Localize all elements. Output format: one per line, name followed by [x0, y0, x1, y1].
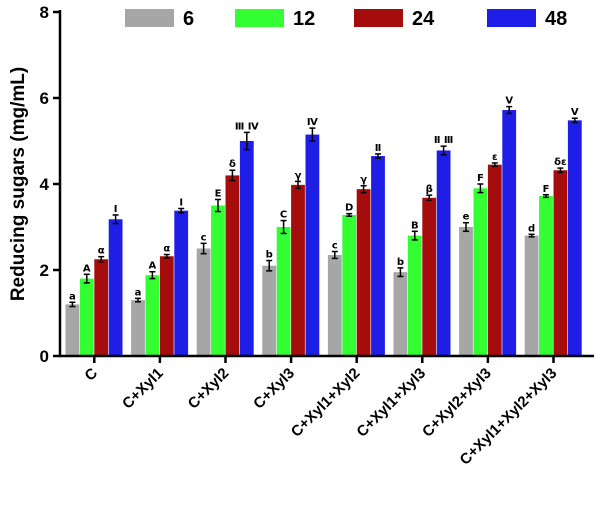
legend-swatch-6: [125, 9, 174, 27]
bar-24-3: [291, 184, 305, 356]
x-tick-label: C: [81, 365, 101, 385]
bar-24-2: [225, 175, 240, 356]
bar-48-1: [174, 210, 189, 356]
significance-label: ε: [492, 152, 498, 163]
significance-label: α: [98, 246, 105, 257]
bar-6-4: [327, 254, 342, 356]
legend-swatch-48: [487, 9, 536, 27]
bar-24-5: [422, 197, 437, 356]
legend-label-6: 6: [183, 8, 194, 30]
bar-48-7: [567, 120, 582, 356]
significance-label: Ⅱ Ⅲ: [434, 135, 454, 146]
x-tick-label: C+Xyl1: [119, 365, 167, 413]
bar-48-3: [305, 134, 320, 356]
bar-6-0: [65, 304, 80, 356]
plot-area: a a c b c b e d A A E C D B F Fα α δ γ γ β ε δε Ⅰ Ⅰ Ⅲ Ⅳ Ⅳ Ⅱ Ⅱ Ⅲ Ⅴ Ⅴ: [65, 96, 582, 356]
significance-label: Ⅲ Ⅳ: [235, 121, 259, 132]
bar-12-5: [407, 235, 422, 356]
significance-label: Ⅴ: [505, 96, 513, 107]
significance-label: c: [201, 232, 207, 243]
significance-label: F: [543, 184, 550, 195]
x-tick-label: C+Xyl1+Xyl2: [288, 365, 364, 441]
bar-48-0: [108, 219, 123, 356]
bar-48-2: [239, 141, 254, 356]
significance-label: β: [426, 184, 433, 195]
bar-24-7: [553, 170, 568, 356]
bar-12-0: [79, 278, 94, 356]
legend: 6 12 24 48: [125, 8, 567, 30]
x-tick-label: C+Xyl2: [185, 365, 233, 413]
significance-label: C: [280, 210, 287, 221]
legend-label-24: 24: [412, 8, 435, 30]
legend-swatch-24: [354, 9, 403, 27]
significance-label: δε: [554, 157, 566, 168]
bar-12-6: [473, 188, 488, 356]
significance-label: Ⅰ: [179, 198, 183, 209]
significance-label: E: [215, 188, 222, 199]
significance-label: δ: [229, 159, 236, 170]
y-tick-label: 4: [40, 175, 50, 194]
bar-6-3: [262, 265, 277, 356]
y-tick-label: 8: [40, 3, 49, 22]
bar-48-6: [502, 110, 517, 356]
bar-48-5: [436, 150, 451, 356]
bar-48-4: [371, 156, 385, 356]
significance-label: c: [332, 241, 338, 252]
significance-label: e: [463, 212, 470, 223]
bar-24-6: [487, 164, 502, 356]
significance-label: d: [528, 223, 535, 234]
significance-label: F: [477, 173, 484, 184]
legend-label-12: 12: [293, 8, 315, 30]
y-axis: 0 2 4 6 8: [40, 3, 62, 366]
x-axis: C C+Xyl1 C+Xyl2 C+Xyl3C+Xyl1+Xyl2C+Xyl1+Xyl…: [59, 354, 594, 469]
y-tick-label: 6: [40, 89, 49, 108]
significance-label: α: [163, 244, 170, 255]
bar-12-7: [539, 196, 553, 356]
y-tick-label: 2: [40, 261, 49, 280]
significance-label: A: [83, 263, 91, 274]
significance-label: b: [266, 250, 273, 261]
legend-label-48: 48: [545, 8, 567, 30]
significance-label: Ⅰ: [114, 204, 118, 215]
significance-label: A: [149, 261, 157, 272]
significance-label: γ: [360, 175, 367, 186]
x-tick-label: C+Xyl3: [250, 365, 298, 413]
significance-label: Ⅳ: [307, 117, 318, 128]
significance-label: γ: [295, 170, 302, 181]
bar-12-2: [211, 205, 225, 356]
significance-label: Ⅴ: [571, 107, 579, 118]
significance-label: B: [411, 220, 419, 231]
legend-swatch-12: [235, 9, 284, 27]
significance-label: b: [397, 257, 404, 268]
x-tick-label: C+Xyl1+Xyl3: [353, 365, 429, 441]
bar-6-5: [393, 272, 408, 356]
bar-12-3: [276, 227, 291, 356]
bar-12-1: [145, 275, 160, 356]
bar-6-6: [459, 227, 473, 356]
bar-24-4: [356, 189, 371, 356]
bar-6-2: [196, 248, 211, 356]
bar-12-4: [342, 214, 357, 356]
bar-24-0: [94, 259, 109, 356]
significance-label: D: [345, 203, 353, 214]
significance-label: a: [135, 287, 142, 298]
bar-24-1: [159, 256, 174, 356]
bar-6-7: [524, 235, 539, 356]
significance-label: a: [69, 291, 76, 302]
y-tick-label: 0: [40, 347, 49, 366]
y-axis-title: Reducing sugars (mg/mL): [8, 67, 29, 301]
significance-label: Ⅱ: [375, 143, 382, 154]
bar-6-1: [131, 300, 145, 356]
